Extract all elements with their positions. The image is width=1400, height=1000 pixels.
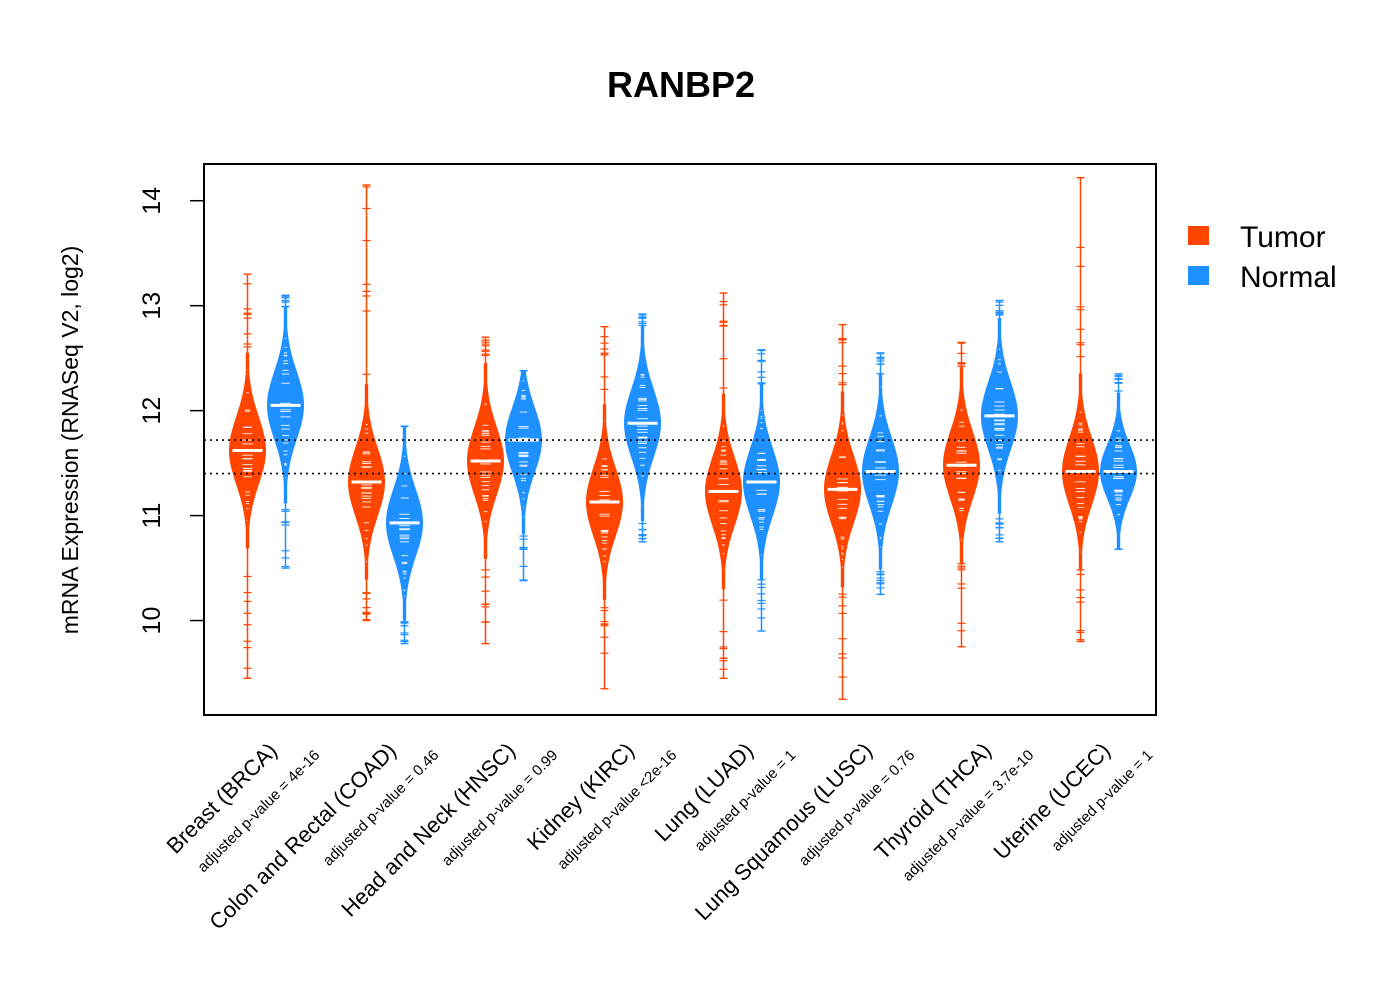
plot-frame [203,163,1157,716]
violin-tumor-4 [585,325,624,690]
y-tick-label: 12 [138,397,166,425]
violin-tumor-7 [942,341,981,648]
legend: Tumor Normal [1188,221,1337,294]
y-axis-label: mRNA Expression (RNASeq V2, log2) [57,246,83,635]
violin-tumor-2 [347,184,386,622]
legend-swatch-tumor [1188,226,1209,245]
violin-tumor-1 [228,273,267,679]
legend-swatch-normal [1188,266,1209,285]
violin-tumor-6 [823,323,862,700]
legend-label-tumor: Tumor [1240,221,1326,254]
violin-tumor-5 [704,292,743,679]
plot-area [204,176,1156,700]
y-tick-label: 11 [138,503,166,529]
violin-normal-4 [623,313,662,543]
chart-title: RANBP2 [607,64,755,105]
violin-normal-6 [861,352,900,596]
y-axis: 10 11 12 13 14 [138,187,204,635]
legend-label-normal: Normal [1240,261,1337,294]
violin-normal-1 [266,294,305,569]
y-tick-label: 10 [138,607,166,635]
violin-normal-5 [742,349,781,632]
y-tick-label: 14 [138,187,166,215]
violin-normal-7 [980,299,1019,543]
violin-normal-8 [1099,373,1138,550]
violin-normal-2 [385,425,424,645]
violin-tumor-8 [1061,176,1100,643]
violin-tumor-3 [466,336,505,645]
violin-normal-3 [505,370,542,582]
y-tick-label: 13 [138,292,166,320]
x-axis-labels: Breast (BRCA)adjusted p-value = 4e-16Col… [161,738,1156,935]
